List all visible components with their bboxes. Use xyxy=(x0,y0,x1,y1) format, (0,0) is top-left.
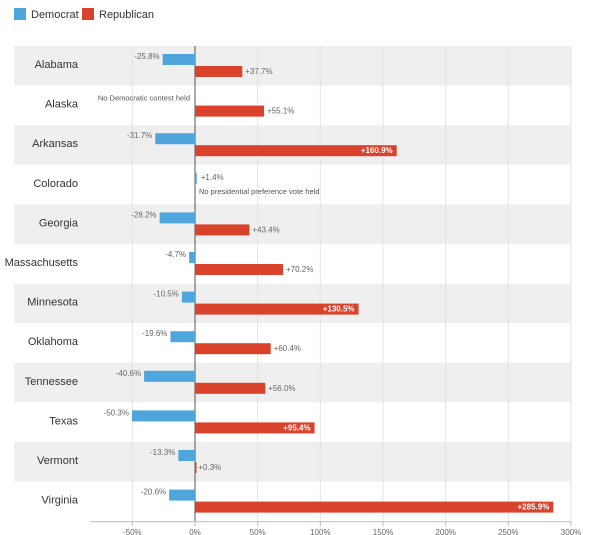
data-label-republican: +285.9% xyxy=(518,503,550,512)
data-label-republican: +130.5% xyxy=(323,305,355,314)
bar-republican xyxy=(195,145,397,157)
bar-republican xyxy=(195,501,554,513)
data-label-republican: +43.4% xyxy=(252,225,279,234)
data-label-republican: +70.2% xyxy=(286,265,313,274)
data-label-democrat: -19.6% xyxy=(142,329,167,338)
row-background xyxy=(14,362,571,403)
data-label-democrat: -40.6% xyxy=(116,369,141,378)
state-label: Virginia xyxy=(42,495,79,507)
bar-democrat xyxy=(195,172,197,184)
bar-democrat xyxy=(189,252,195,263)
state-label: Tennessee xyxy=(25,376,78,388)
bar-republican xyxy=(195,382,266,394)
bar-republican xyxy=(195,66,243,77)
bar-republican xyxy=(195,224,250,236)
data-label-democrat: -50.3% xyxy=(104,408,129,417)
state-label: Alabama xyxy=(35,59,79,71)
data-label-republican: +55.1% xyxy=(267,107,294,116)
x-tick-label: 50% xyxy=(250,528,266,535)
bar-democrat xyxy=(162,54,195,65)
data-label-democrat: +1.4% xyxy=(201,173,224,182)
x-tick-label: 200% xyxy=(435,528,455,535)
row-background xyxy=(14,46,571,86)
data-label-republican: +60.4% xyxy=(274,344,301,353)
data-label-republican: +95.4% xyxy=(283,423,310,432)
row-background xyxy=(14,125,571,165)
bar-democrat xyxy=(170,331,195,343)
state-label: Oklahoma xyxy=(28,336,79,348)
legend-swatch-republican xyxy=(82,8,94,20)
state-label: Texas xyxy=(49,415,78,427)
x-tick-label: 100% xyxy=(310,528,330,535)
bar-democrat xyxy=(181,291,195,303)
x-tick-label: 0% xyxy=(189,528,201,535)
data-label-democrat: -13.3% xyxy=(150,448,175,457)
row-background xyxy=(14,244,571,284)
legend-label-republican: Republican xyxy=(99,9,154,21)
x-tick-label: 250% xyxy=(498,528,518,535)
x-tick-label: 150% xyxy=(373,528,393,535)
bar-democrat xyxy=(144,370,195,382)
state-label: Massachusetts xyxy=(5,257,79,269)
bar-democrat xyxy=(178,450,195,461)
state-label: Vermont xyxy=(37,455,78,467)
row-background xyxy=(14,204,571,244)
bar-democrat xyxy=(169,489,195,501)
row-background xyxy=(14,164,571,205)
data-label-democrat: -25.8% xyxy=(134,52,159,61)
data-label-republican: +0.3% xyxy=(198,463,221,472)
data-label-republican: +37.7% xyxy=(245,67,272,76)
bar-republican xyxy=(195,343,271,355)
legend-label-democrat: Democrat xyxy=(31,9,79,21)
row-background xyxy=(14,283,571,324)
bar-democrat xyxy=(155,133,195,145)
bar-democrat xyxy=(159,212,195,224)
data-label-democrat: -10.5% xyxy=(153,290,178,299)
bar-republican xyxy=(195,264,283,275)
row-background xyxy=(14,442,571,482)
legend: Democrat Republican xyxy=(14,8,154,21)
legend-swatch-democrat xyxy=(14,8,26,20)
state-label: Colorado xyxy=(33,178,78,190)
bar-republican xyxy=(195,422,315,434)
bar-democrat xyxy=(131,410,195,422)
state-label: Georgia xyxy=(39,217,79,229)
x-tick-label: 300% xyxy=(561,528,581,535)
plot-area: -50% 0% 50% 100% 150% 200% 250% 300% Alabama -25.… xyxy=(5,46,581,535)
note-no-republican-vote: No presidential preference vote held xyxy=(199,187,320,196)
state-label: Minnesota xyxy=(27,297,79,309)
note-no-democratic-contest: No Democratic contest held xyxy=(98,94,190,103)
row-background xyxy=(14,481,571,522)
row-background xyxy=(14,323,571,363)
bar-republican xyxy=(195,462,197,473)
data-label-democrat: -20.6% xyxy=(141,488,166,497)
data-label-democrat: -28.2% xyxy=(131,210,156,219)
bar-republican xyxy=(195,303,359,315)
data-label-republican: +160.9% xyxy=(361,146,393,155)
data-label-democrat: -31.7% xyxy=(127,131,152,140)
bar-republican xyxy=(195,105,265,117)
state-label: Alaska xyxy=(45,99,79,111)
data-label-democrat: -4.7% xyxy=(165,250,186,259)
data-label-republican: +56.0% xyxy=(268,384,295,393)
x-tick-label: -50% xyxy=(123,528,142,535)
row-background xyxy=(14,85,571,126)
row-background xyxy=(14,402,571,442)
state-label: Arkansas xyxy=(32,138,78,150)
